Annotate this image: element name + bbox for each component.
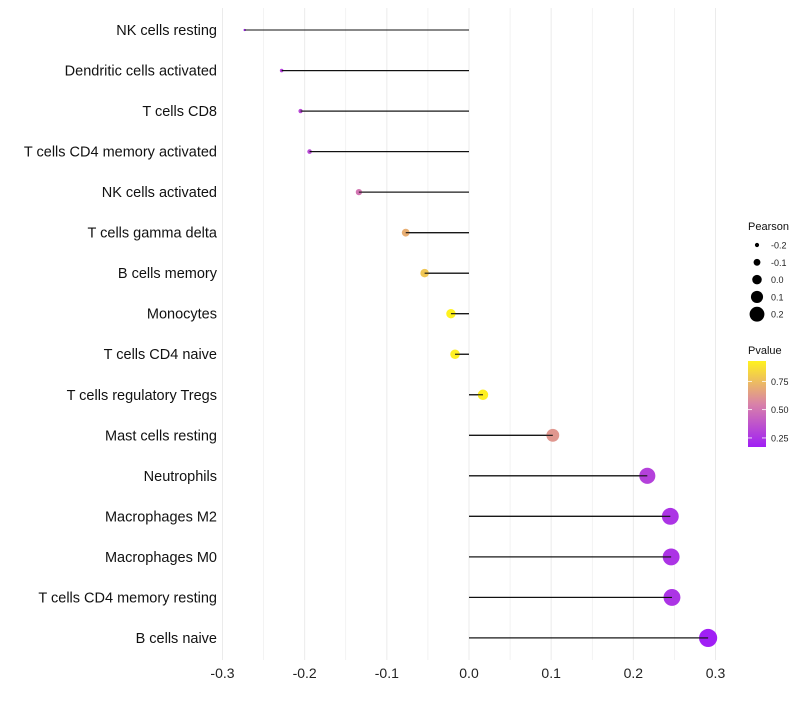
category-label: Macrophages M2 bbox=[105, 509, 217, 525]
category-label: Macrophages M0 bbox=[105, 550, 217, 566]
color-legend-title: Pvalue bbox=[748, 345, 782, 357]
lollipop-point bbox=[699, 628, 718, 648]
x-tick-label: 0.1 bbox=[541, 665, 561, 681]
size-legend-label: -0.2 bbox=[771, 241, 787, 251]
size-legend-key bbox=[754, 242, 760, 248]
size-legend-title: Pearson bbox=[748, 221, 789, 233]
size-legend-label: -0.1 bbox=[771, 258, 787, 268]
category-label: B cells memory bbox=[118, 266, 218, 282]
lollipop-point bbox=[546, 428, 560, 442]
size-legend-label: 0.1 bbox=[771, 292, 784, 302]
category-label: NK cells resting bbox=[116, 23, 217, 39]
size-legend-key bbox=[752, 274, 762, 285]
x-tick-label: 0.0 bbox=[459, 665, 479, 681]
size-legend-key bbox=[749, 306, 765, 322]
x-tick-label: -0.1 bbox=[375, 665, 399, 681]
x-tick-label: -0.3 bbox=[210, 665, 234, 681]
category-label: Monocytes bbox=[147, 307, 217, 323]
color-legend-label: 0.25 bbox=[771, 433, 789, 443]
size-legend-key bbox=[750, 290, 764, 303]
color-legend-label: 0.75 bbox=[771, 377, 789, 387]
category-label: NK cells activated bbox=[102, 185, 217, 201]
category-label: T cells CD4 memory activated bbox=[24, 145, 217, 161]
size-legend-label: 0.2 bbox=[771, 310, 784, 320]
category-label: Neutrophils bbox=[144, 469, 217, 485]
category-label: T cells CD4 memory resting bbox=[38, 590, 217, 606]
category-label: Mast cells resting bbox=[105, 428, 217, 444]
color-legend-bar bbox=[748, 361, 766, 447]
category-label: T cells CD8 bbox=[142, 104, 217, 120]
category-label: B cells naive bbox=[136, 631, 217, 647]
size-legend-key bbox=[753, 258, 761, 266]
x-tick-label: -0.2 bbox=[293, 665, 317, 681]
size-legend-label: 0.0 bbox=[771, 275, 784, 285]
x-tick-label: 0.2 bbox=[624, 665, 644, 681]
category-label: T cells regulatory Tregs bbox=[67, 388, 217, 404]
category-label: T cells CD4 naive bbox=[104, 347, 217, 363]
category-label: Dendritic cells activated bbox=[65, 64, 217, 80]
color-legend-label: 0.50 bbox=[771, 405, 789, 415]
category-label: T cells gamma delta bbox=[88, 226, 218, 242]
x-tick-label: 0.3 bbox=[706, 665, 726, 681]
